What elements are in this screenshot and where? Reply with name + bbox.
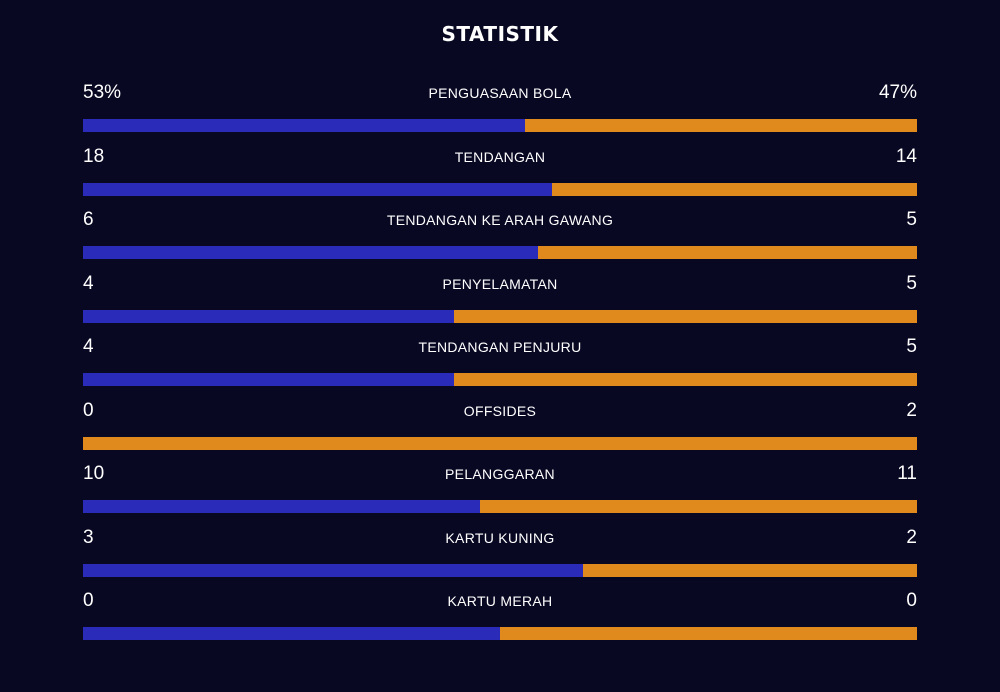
stat-row-saves: 4 PENYELAMATAN 5	[83, 271, 917, 335]
away-value: 47%	[878, 82, 917, 103]
stat-label: TENDANGAN	[454, 148, 546, 165]
comparison-bar	[83, 563, 917, 577]
stat-row-fouls: 10 PELANGGARAN 11	[83, 461, 917, 525]
home-bar-fill	[83, 627, 500, 640]
stat-row-offsides: 0 OFFSIDES 2	[83, 398, 917, 462]
stat-label: PELANGGARAN	[445, 466, 555, 482]
home-bar-fill	[83, 309, 454, 323]
home-bar-fill	[83, 500, 481, 513]
comparison-bar	[83, 627, 917, 640]
away-value: 14	[895, 145, 917, 167]
comparison-bar	[83, 500, 917, 513]
home-bar-fill	[83, 373, 454, 386]
away-value: 11	[897, 463, 917, 484]
stat-label: KARTU KUNING	[445, 529, 555, 546]
stat-label: PENYELAMATAN	[442, 275, 558, 292]
home-bar-fill	[83, 182, 553, 196]
comparison-bar	[83, 309, 917, 323]
stat-row-ball-possession: 53% PENGUASAAN BOLA 47%	[83, 80, 917, 144]
stat-row-corners: 4 TENDANGAN PENJURU 5	[83, 334, 917, 398]
home-value: 4	[83, 336, 94, 357]
statistics-list: 53% PENGUASAAN BOLA 47% 18 TENDANGAN 14 …	[83, 80, 917, 652]
away-value: 5	[906, 336, 917, 357]
comparison-bar	[83, 436, 917, 450]
stat-label: TENDANGAN KE ARAH GAWANG	[386, 212, 614, 228]
stat-label: TENDANGAN PENJURU	[418, 339, 582, 355]
stat-label: OFFSIDES	[463, 402, 537, 419]
stat-row-shots: 18 TENDANGAN 14	[83, 144, 917, 208]
home-value: 4	[83, 272, 94, 294]
home-bar-fill	[83, 119, 526, 132]
home-bar-fill	[83, 563, 584, 577]
home-value: 10	[83, 463, 105, 484]
stat-row-red-cards: 0 KARTU MERAH 0	[83, 588, 917, 652]
away-value: 5	[906, 272, 917, 294]
comparison-bar	[83, 182, 917, 196]
stat-row-shots-on-target: 6 TENDANGAN KE ARAH GAWANG 5	[83, 207, 917, 271]
away-value: 2	[906, 526, 917, 548]
comparison-bar	[83, 119, 917, 132]
stat-label: PENGUASAAN BOLA	[428, 85, 572, 101]
home-value: 18	[83, 145, 105, 167]
home-value: 53%	[83, 82, 122, 103]
away-value: 0	[906, 590, 917, 611]
stat-label: KARTU MERAH	[447, 593, 553, 609]
statistics-title: STATISTIK	[441, 22, 559, 46]
home-value: 0	[83, 590, 94, 611]
away-value: 5	[906, 209, 917, 230]
stat-row-yellow-cards: 3 KARTU KUNING 2	[83, 525, 917, 589]
comparison-bar	[83, 373, 917, 386]
home-value: 6	[83, 209, 94, 230]
home-value: 0	[83, 399, 94, 421]
home-bar-fill	[83, 246, 538, 259]
away-value: 2	[906, 399, 917, 421]
home-value: 3	[83, 526, 94, 548]
comparison-bar	[83, 246, 917, 259]
